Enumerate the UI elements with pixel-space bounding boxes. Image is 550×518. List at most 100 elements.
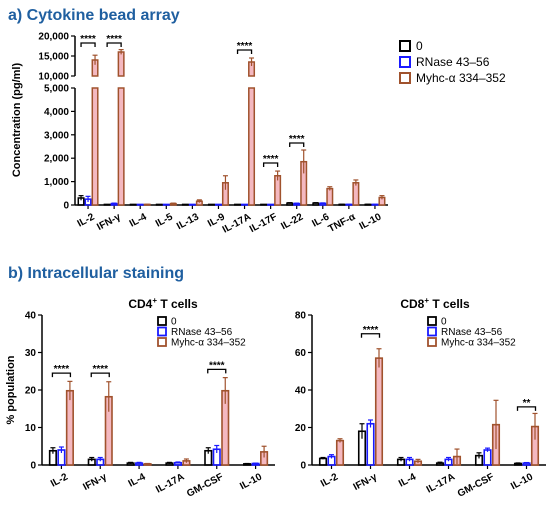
chart-a-significance-label: **** [80, 34, 96, 45]
chart-a-bar [155, 203, 163, 206]
chart-b-ytick-label: 0 [300, 461, 306, 472]
chart-a-ylabel: Concentration (pg/ml) [11, 63, 23, 178]
chart-b-legend-label: 0 [441, 317, 447, 328]
chart-b1-title-main: CD4 [128, 297, 152, 311]
chart-a-significance-bracket [80, 42, 96, 47]
chart-a-significance-label: **** [106, 34, 122, 45]
chart-a-bar [326, 187, 334, 206]
chart-b-ytick-label: 20 [25, 386, 37, 397]
chart-a-bar [91, 87, 99, 206]
chart-b-ytick-label: 40 [295, 386, 307, 397]
chart-a-legend-swatch [399, 72, 411, 84]
chart-a-category-label: IL-17F [248, 212, 279, 236]
chart-a-category-label: IL-17A [221, 212, 253, 236]
chart-b-category-label: IL-10 [509, 471, 535, 492]
chart-a-category-label: IFN-γ [95, 211, 123, 233]
chart-a-legend-swatch [399, 40, 411, 52]
chart-b-significance-bracket [360, 333, 381, 338]
chart-b2-title-rest: T cells [429, 297, 470, 311]
chart-a-significance-bracket [106, 42, 122, 47]
chart-b-legend-label: RNase 43–56 [441, 327, 503, 338]
chart-b-significance-label: ** [523, 398, 531, 409]
chart-b-legend-swatch [157, 337, 167, 347]
chart-b-category-label: IL-2 [319, 471, 340, 489]
chart-b-legend-label: Myhc-α 334–352 [441, 338, 516, 349]
chart-b-ytick-label: 80 [295, 311, 307, 322]
chart-a-significance-label: **** [237, 41, 253, 52]
chart-b-significance-bracket [51, 372, 72, 378]
chart-a-category-label: IL-4 [128, 211, 149, 229]
chart-a-ytick-label: 10,000 [38, 72, 69, 83]
cd8-t-cells-chart: 0 20 40 60 80 IL-2 IFN-γ IL-4 IL-17A GM-CSF IL-10 *… [295, 311, 546, 500]
chart-a-category-label: IL-13 [175, 211, 201, 232]
chart-b-category-label: IL-10 [238, 471, 264, 492]
chart-b-bar [65, 389, 74, 466]
chart-b-bar [335, 439, 345, 466]
chart-b1-title-rest: T cells [157, 297, 198, 311]
chart-b-ytick-label: 0 [30, 461, 36, 472]
chart-a-bar [352, 182, 360, 206]
chart-a-bar [248, 87, 256, 206]
chart-a-category-label: IL-5 [154, 211, 175, 229]
chart-b-category-label: IL-2 [49, 471, 70, 489]
chart-a-bar [207, 203, 215, 206]
chart-b-category-label: IL-17A [154, 472, 186, 496]
chart-b-significance-bracket [516, 406, 537, 411]
chart-b2-title-main: CD8 [400, 297, 424, 311]
chart-a-bar [136, 203, 144, 206]
chart-a-ytick-label: 4,000 [44, 107, 69, 118]
chart-b-category-label: IFN-γ [352, 471, 380, 493]
chart-a-bar [260, 203, 268, 206]
chart-b-legend-swatch [427, 316, 437, 326]
chart-a-bar [188, 203, 196, 206]
chart-b-legend-swatch [157, 316, 167, 326]
chart-a-legend-swatch [399, 56, 411, 68]
chart-a-ytick-label: 2,000 [44, 154, 69, 165]
chart-a-significance-label: **** [289, 134, 305, 145]
chart-a-category-label: IL-2 [76, 211, 97, 229]
chart-a-ytick-label: 0 [63, 201, 69, 212]
chart-b-legend-label: 0 [171, 317, 177, 328]
chart-b-legend-label: Myhc-α 334–352 [171, 338, 246, 349]
chart-a-bar [117, 51, 125, 77]
chart-b-category-label: IL-4 [127, 471, 148, 489]
chart-a-legend-label: 0 [416, 39, 423, 53]
chart-a-ytick-label: 20,000 [38, 32, 69, 43]
chart-a-bar [214, 203, 222, 206]
chart-a-bar [234, 203, 242, 206]
chart-a-category-label: TNF-α [327, 211, 358, 235]
chart-b-significance-label: **** [363, 325, 379, 336]
chart-b2-title: CD8+ T cells [400, 296, 470, 311]
chart-a-category-label: IL-22 [279, 211, 305, 232]
chart-a-bar [241, 203, 249, 206]
chart-b-legend-swatch [427, 337, 437, 347]
chart-a-bar [129, 203, 137, 206]
chart-b-ytick-label: 30 [25, 348, 37, 359]
chart-b-bar [318, 457, 328, 466]
chart-b-significance-label: **** [92, 364, 108, 375]
chart-a-significance-bracket [262, 162, 279, 167]
chart-b-bar [366, 422, 375, 466]
chart-b-legend-swatch [157, 326, 167, 337]
chart-a-ytick-label: 15,000 [38, 52, 69, 63]
chart-b1-title: CD4+ T cells [128, 296, 198, 311]
chart-b2-title-sup: + [424, 296, 429, 305]
chart-a-significance-label: **** [263, 154, 279, 165]
chart-b-category-label: IL-4 [397, 471, 418, 489]
chart-a-ytick-label: 5,000 [44, 84, 69, 95]
chart-b-legend-label: RNase 43–56 [171, 327, 233, 338]
chart-b-category-label: IFN-γ [81, 471, 109, 493]
chart-a-bar [103, 203, 111, 206]
chart-b-significance-label: **** [209, 360, 225, 371]
chart-b-legend-swatch [427, 326, 437, 337]
chart-a-significance-bracket [289, 142, 305, 147]
chart-a-ytick-label: 1,000 [44, 177, 69, 188]
panel-a-label: a) Cytokine bead array [8, 7, 180, 24]
chart-a-legend-label: Myhc-α 334–352 [416, 71, 506, 85]
chart-b-ytick-label: 40 [25, 311, 37, 322]
chart-a-bar [162, 203, 170, 206]
chart-b-significance-bracket [207, 368, 227, 374]
